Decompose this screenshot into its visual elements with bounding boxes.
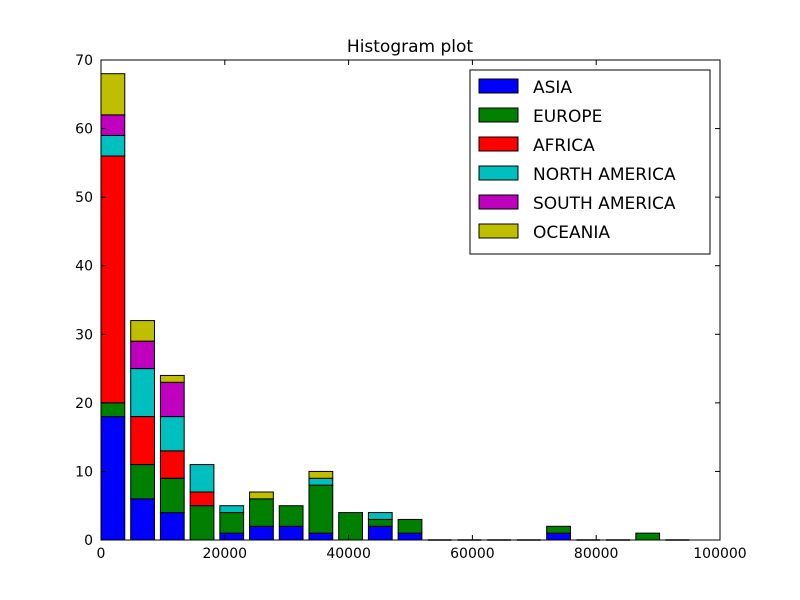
bar-europe-bin-0	[100, 402, 126, 418]
x-tick-label-1: 20000	[203, 546, 248, 562]
y-tick-label-6: 60	[75, 122, 93, 138]
bar-oceania-bin-2	[159, 374, 185, 383]
x-tick-label-2: 40000	[326, 546, 371, 562]
bar-oceania-bin-7	[308, 470, 334, 479]
y-tick-label-2: 20	[75, 396, 93, 412]
legend-label-0: ASIA	[533, 78, 572, 98]
chart-title: Histogram plot	[347, 37, 474, 57]
bar-north-america-bin-3	[189, 464, 215, 493]
y-tick-label-0: 0	[84, 533, 93, 549]
bar-europe-bin-9	[367, 518, 393, 527]
bar-europe-bin-6	[278, 505, 304, 527]
legend-label-2: AFRICA	[533, 136, 595, 156]
bar-asia-bin-2	[159, 512, 185, 541]
legend-swatch-4	[478, 194, 519, 210]
bar-europe-bin-3	[189, 505, 215, 541]
bar-africa-bin-3	[189, 491, 215, 507]
y-tick-label-7: 70	[75, 53, 93, 69]
plot-frame	[100, 59, 721, 541]
bar-south-america-bin-2	[159, 381, 185, 418]
bar-asia-bin-6	[278, 525, 304, 541]
bar-europe-bin-1	[130, 464, 155, 500]
legend-swatch-3	[478, 165, 519, 181]
x-tick-label-0: 0	[97, 546, 106, 562]
legend-box	[469, 69, 711, 255]
bar-north-america-bin-2	[159, 416, 185, 452]
bar-asia-bin-1	[130, 498, 155, 541]
y-tick-label-3: 30	[75, 327, 93, 343]
legend-swatch-0	[478, 78, 519, 94]
bar-asia-bin-15	[546, 532, 571, 541]
bar-europe-bin-2	[159, 477, 185, 514]
x-tick-label-4: 80000	[574, 546, 619, 562]
bar-europe-bin-7	[308, 484, 334, 534]
legend-label-3: NORTH AMERICA	[533, 165, 676, 185]
bar-north-america-bin-1	[130, 368, 155, 418]
bar-asia-bin-7	[308, 532, 334, 541]
bar-north-america-bin-9	[367, 512, 393, 520]
bar-europe-bin-18	[635, 532, 661, 541]
bar-europe-bin-8	[338, 512, 363, 541]
legend-swatch-2	[478, 136, 519, 152]
bar-oceania-bin-5	[249, 491, 274, 500]
bar-asia-bin-5	[249, 525, 274, 541]
bar-africa-bin-0	[100, 155, 126, 404]
bar-north-america-bin-7	[308, 477, 334, 486]
bar-asia-bin-4	[219, 532, 245, 541]
y-tick-label-5: 50	[75, 190, 93, 206]
bar-africa-bin-2	[159, 450, 185, 479]
bar-north-america-bin-4	[219, 505, 245, 514]
x-tick-label-5: 100000	[693, 546, 746, 562]
bar-europe-bin-10	[397, 518, 423, 534]
bar-oceania-bin-0	[100, 73, 126, 116]
bar-europe-bin-15	[546, 525, 571, 534]
x-tick-label-3: 60000	[450, 546, 495, 562]
legend-label-1: EUROPE	[533, 107, 602, 127]
legend: ASIA EUROPE AFRICA NORTH AMERICA SOUTH AMERI…	[469, 69, 711, 255]
bar-south-america-bin-0	[100, 114, 126, 136]
bar-europe-bin-4	[219, 512, 245, 534]
legend-swatch-5	[478, 223, 519, 239]
bar-europe-bin-5	[249, 498, 274, 527]
y-tick-label-1: 10	[75, 464, 93, 480]
bar-asia-bin-0	[100, 416, 126, 541]
bar-north-america-bin-0	[100, 134, 126, 157]
axis-ticks: 0 20000 40000 60000 80000 100000 0 10 20 30 40 50 60…	[75, 53, 747, 562]
bar-asia-bin-10	[397, 532, 423, 541]
legend-label-5: OCEANIA	[533, 223, 610, 243]
bar-asia-bin-9	[367, 525, 393, 541]
bar-south-america-bin-1	[130, 340, 155, 370]
legend-swatch-1	[478, 107, 519, 123]
y-tick-label-4: 40	[75, 259, 93, 275]
bar-oceania-bin-1	[130, 320, 155, 342]
bar-africa-bin-1	[130, 416, 155, 466]
legend-label-4: SOUTH AMERICA	[533, 194, 676, 214]
